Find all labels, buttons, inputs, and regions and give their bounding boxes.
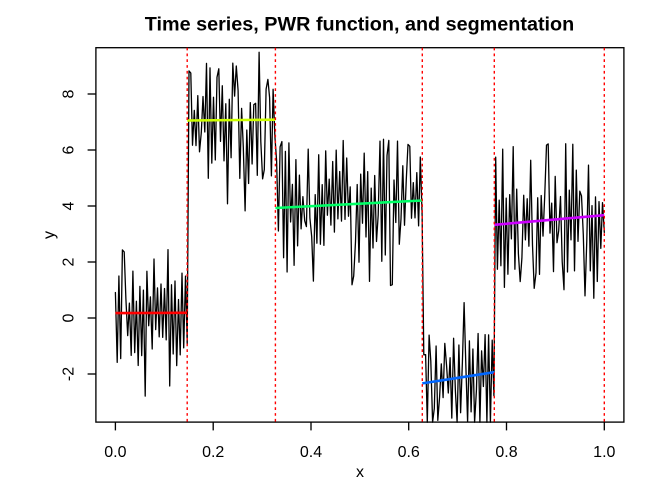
svg-text:Time series, PWR function, and: Time series, PWR function, and segmentat… [145, 14, 574, 36]
svg-text:-2: -2 [60, 367, 77, 381]
svg-text:8: 8 [60, 89, 77, 98]
svg-text:0: 0 [60, 313, 77, 322]
svg-text:0.2: 0.2 [202, 444, 224, 461]
svg-text:0.8: 0.8 [495, 444, 517, 461]
svg-text:6: 6 [60, 145, 77, 154]
svg-text:y: y [41, 231, 58, 239]
svg-text:4: 4 [60, 201, 77, 210]
svg-text:0.6: 0.6 [398, 444, 420, 461]
svg-text:0.4: 0.4 [300, 444, 322, 461]
svg-text:0.0: 0.0 [104, 444, 126, 461]
svg-text:2: 2 [60, 257, 77, 266]
svg-text:x: x [356, 464, 364, 480]
svg-text:1.0: 1.0 [593, 444, 615, 461]
